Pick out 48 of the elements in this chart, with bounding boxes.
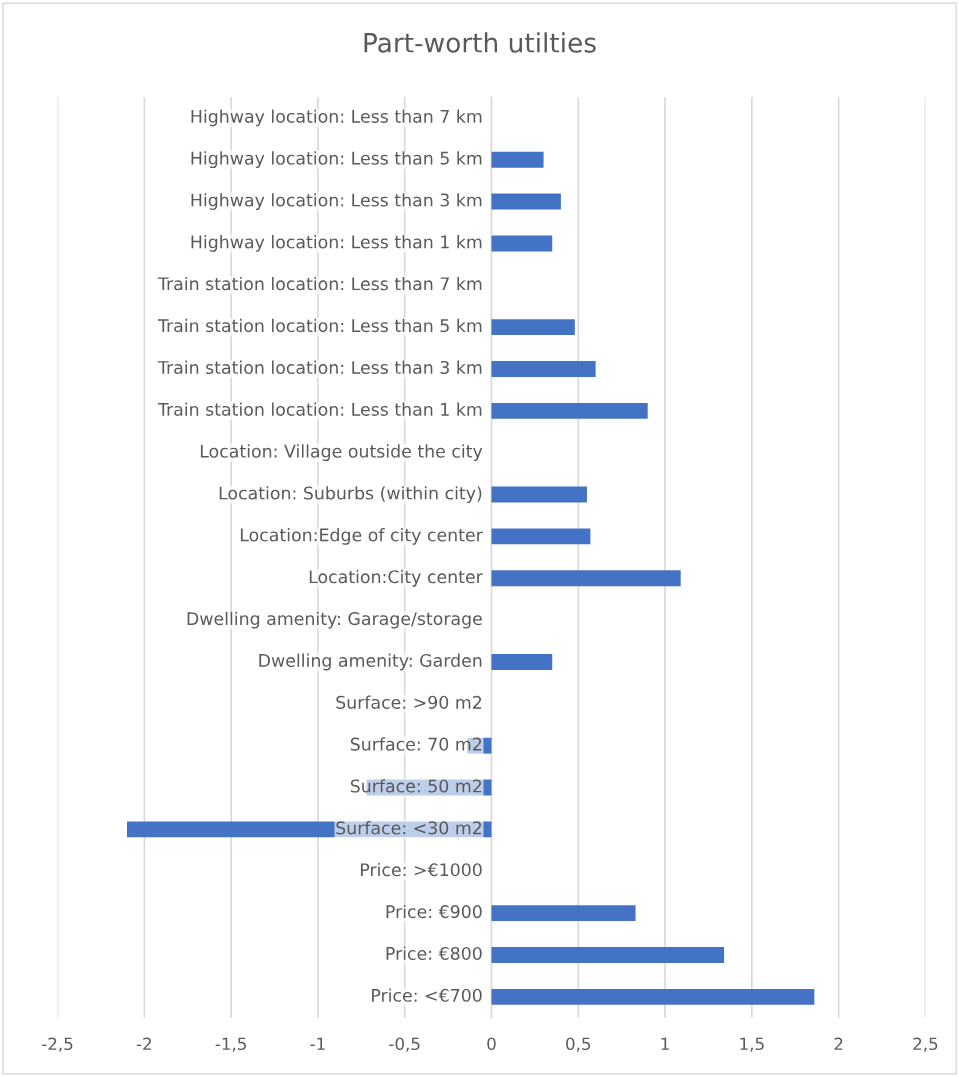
y-tick-label: Dwelling amenity: Garden (259, 653, 482, 671)
bar (491, 361, 596, 377)
x-tick-label: 2 (834, 1037, 843, 1050)
y-tick-label: Dwelling amenity: Garage/storage (187, 611, 482, 629)
y-tick-label: Surface: <30 m2 (336, 821, 482, 835)
y-tick-label: Location: Village outside the city (200, 444, 483, 462)
y-tick-label: Surface: 70 m2 (350, 737, 482, 751)
y-tick-label: Surface: >90 m2 (336, 695, 482, 709)
bar (491, 905, 636, 922)
bar (491, 528, 591, 545)
x-tick-label: -1 (310, 1037, 325, 1050)
y-tick-label: Surface: 50 m2 (350, 779, 482, 793)
bar (491, 402, 648, 419)
bar (491, 947, 725, 963)
y-tick-label: Price: >€1000 (361, 862, 482, 877)
y-tick-label: Highway location: Less than 1 km (191, 235, 482, 252)
y-tick-label: Train station location: Less than 5 km (157, 318, 482, 333)
x-tick-label: -2,5 (42, 1037, 73, 1052)
x-tick-label: 1,5 (740, 1037, 764, 1052)
x-tick-label: 2,5 (913, 1037, 938, 1052)
bar (491, 193, 561, 210)
bar (126, 821, 492, 838)
bar (491, 235, 553, 252)
bar (491, 151, 544, 168)
x-tick-label: 0,5 (566, 1037, 591, 1052)
y-tick-label: Highway location: Less than 7 km (191, 109, 482, 127)
x-tick-label: -0,5 (389, 1037, 420, 1052)
chart-title: Part-worth utilties (364, 32, 596, 53)
x-tick-label: 0 (487, 1037, 496, 1051)
bar (491, 570, 681, 587)
y-tick-label: Price: €800 (386, 946, 482, 961)
bar (491, 486, 587, 503)
x-tick-label: 1 (661, 1037, 669, 1050)
x-tick-label: -1,5 (215, 1037, 246, 1052)
y-tick-label: Train station location: Less than 1 km (157, 402, 482, 416)
y-tick-label: Price: <€700 (372, 988, 482, 1002)
y-tick-label: Price: €900 (386, 904, 482, 919)
bar (491, 319, 575, 336)
y-tick-label: Highway location: Less than 5 km (191, 151, 482, 169)
x-tick-label: -2 (136, 1037, 151, 1050)
bar (491, 654, 553, 670)
bar (491, 988, 815, 1005)
y-tick-label: Train station location: Less than 3 km (157, 360, 482, 375)
y-tick-label: Location:Edge of city center (240, 528, 483, 545)
y-tick-label: Location: Suburbs (within city) (219, 486, 482, 503)
y-tick-label: Highway location: Less than 3 km (191, 193, 482, 210)
y-tick-label: Location:City center (309, 569, 483, 587)
y-tick-label: Train station location: Less than 7 km (157, 276, 482, 291)
